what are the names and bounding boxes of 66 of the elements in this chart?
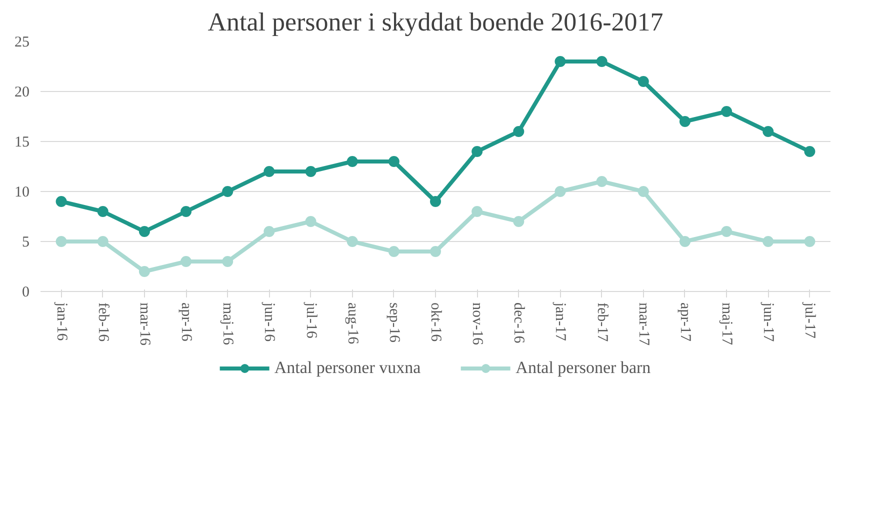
y-tick-label: 20 xyxy=(14,84,30,100)
x-tick-label: apr-17 xyxy=(676,302,693,342)
x-tick-label: jul-17 xyxy=(802,302,818,339)
point xyxy=(264,226,275,237)
x-tick-label: mar-17 xyxy=(635,302,652,346)
point xyxy=(638,186,649,197)
point xyxy=(97,236,108,247)
x-tick-label: dec-16 xyxy=(510,302,527,344)
point xyxy=(762,236,774,247)
point xyxy=(180,256,192,267)
point xyxy=(305,166,316,177)
legend-label: Antal personer vuxna xyxy=(274,358,421,378)
point xyxy=(222,256,234,267)
point xyxy=(638,76,649,87)
point xyxy=(346,156,358,167)
x-tick-label: jun-16 xyxy=(261,302,278,342)
y-tick-label: 0 xyxy=(22,284,30,300)
y-tick-label: 10 xyxy=(14,184,30,200)
point xyxy=(56,196,67,207)
point xyxy=(388,246,400,257)
chart-title: Antal personer i skyddat boende 2016-2017 xyxy=(208,8,664,36)
point xyxy=(180,206,192,217)
x-tick-label: feb-17 xyxy=(594,302,610,342)
point xyxy=(804,236,816,247)
point xyxy=(430,246,441,257)
y-tick-label: 25 xyxy=(14,34,30,50)
point xyxy=(679,116,690,127)
x-tick-label: maj-16 xyxy=(220,302,236,346)
point xyxy=(721,106,732,117)
x-tick-label: jan-16 xyxy=(53,302,70,342)
point xyxy=(138,226,150,237)
y-tick-label: 5 xyxy=(22,234,30,250)
x-tick-label: jul-16 xyxy=(302,302,319,339)
point xyxy=(472,146,483,157)
point xyxy=(554,186,566,197)
x-tick-label: apr-16 xyxy=(178,302,194,342)
x-tick-label: sep-16 xyxy=(386,302,402,343)
x-tick-label: jan-17 xyxy=(552,302,568,342)
x-tick-label: maj-17 xyxy=(718,302,735,346)
x-tick-label: feb-16 xyxy=(94,302,111,342)
point xyxy=(138,266,150,277)
legend-label: Antal personer barn xyxy=(516,358,651,378)
x-tick-label: mar-16 xyxy=(136,302,152,346)
point xyxy=(264,166,275,177)
point xyxy=(596,176,608,187)
point xyxy=(305,216,316,227)
point xyxy=(388,156,400,167)
point xyxy=(804,146,816,157)
point xyxy=(679,236,690,247)
x-tick-label: aug-16 xyxy=(344,302,360,345)
point xyxy=(762,126,774,137)
point xyxy=(346,236,358,247)
point xyxy=(222,186,234,197)
point xyxy=(554,56,566,67)
x-tick-label: jun-17 xyxy=(760,302,776,342)
point xyxy=(430,196,441,207)
point xyxy=(472,206,483,217)
point xyxy=(721,226,732,237)
point xyxy=(596,56,608,67)
x-tick-label: okt-16 xyxy=(428,302,444,342)
point xyxy=(513,126,524,137)
y-tick-label: 15 xyxy=(14,134,30,150)
point xyxy=(513,216,524,227)
x-tick-label: nov-16 xyxy=(469,302,486,346)
point xyxy=(56,236,67,247)
point xyxy=(97,206,108,217)
